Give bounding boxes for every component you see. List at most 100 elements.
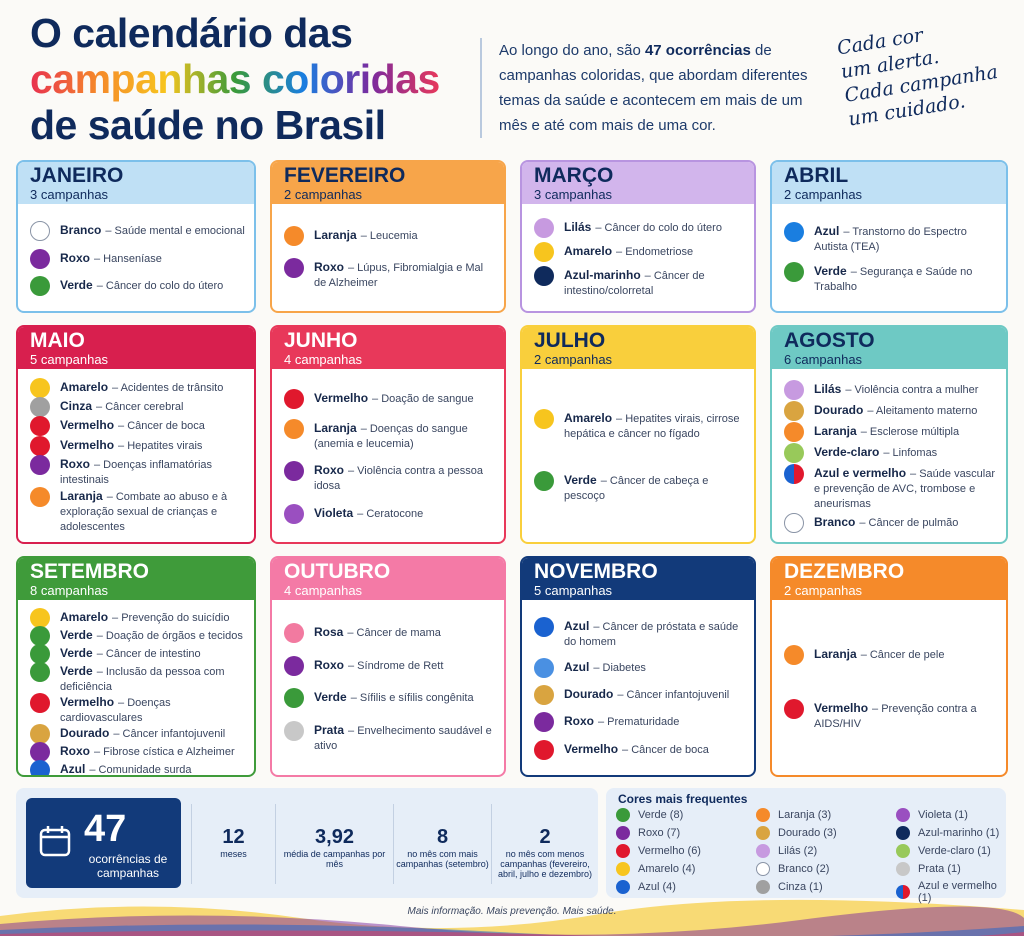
campaign-list: Amarelo – Acidentes de trânsito Cinza – Cân…: [18, 369, 254, 542]
campaign-topic: – Prevenção contra a AIDS/HIV: [814, 703, 977, 731]
campaign: Amarelo – Hepatites virais, cirrose hepát…: [534, 408, 746, 442]
month-header: AGOSTO 6 campanhas: [772, 327, 1006, 369]
color-name: Violeta: [314, 506, 354, 521]
campaign-topic: – Doenças inflamatórias intestinais: [60, 458, 213, 486]
stat-label: no mês com menos campanhas (fevereiro, a…: [497, 849, 593, 879]
month-card: MAIO 5 campanhas Amarelo – Acidentes de trâ…: [16, 325, 256, 544]
campaign-list: Amarelo – Hepatites virais, cirrose hepát…: [522, 369, 754, 542]
campaign: Vermelho – Câncer de boca: [534, 739, 746, 760]
color-name: Roxo: [564, 714, 594, 729]
color-dot: [784, 699, 804, 720]
campaign-count: 8 campanhas: [30, 583, 109, 598]
color-dot: [784, 401, 804, 421]
footer: Mais informação. Mais prevenção. Mais sa…: [407, 906, 617, 917]
frequent-label: Cinza (1): [778, 881, 823, 893]
total-box: 47 ocorrências de campanhas: [26, 798, 181, 888]
campaign-topic: – Câncer do colo do útero: [595, 222, 722, 234]
campaign-text: Roxo – Fibrose cística e Alzheimer: [60, 744, 235, 760]
campaign-text: Verde – Doação de órgãos e tecidos: [60, 628, 243, 644]
color-dot: [756, 862, 770, 876]
campaign-topic: – Câncer cerebral: [96, 401, 184, 414]
title-line: O calendário das: [30, 10, 353, 56]
campaign-text: Azul – Comunidade surda: [60, 762, 192, 776]
frequent-label: Laranja (3): [778, 809, 832, 821]
campaign-topic: – Lúpus, Fibromialgia e Mal de Alzheimer: [314, 262, 484, 289]
color-dot: [284, 226, 304, 246]
intro-text: Ao longo do ano, são: [499, 42, 645, 59]
color-dot: [30, 742, 50, 762]
frequent-label: Azul (4): [638, 881, 676, 893]
campaign-topic: – Ceratocone: [357, 508, 424, 521]
month-card: FEVEREIRO 2 campanhas Laranja – Leucemia Rox…: [270, 160, 506, 313]
color-name: Laranja: [314, 228, 357, 242]
color-name: Dourado: [814, 403, 864, 417]
color-name: Vermelho: [60, 695, 115, 709]
month-header: MARÇO 3 campanhas: [522, 162, 754, 204]
color-name: Laranja: [314, 420, 357, 435]
campaign: Vermelho – Doenças cardiovasculares: [30, 693, 246, 726]
campaign: Roxo – Hanseníase: [30, 248, 246, 269]
frequent-label: Amarelo (4): [638, 863, 696, 875]
campaign: Laranja – Câncer de pele: [784, 644, 998, 665]
campaign-text: Laranja – Câncer de pele: [814, 647, 944, 663]
frequent-title: Cores mais frequentes: [618, 792, 748, 806]
frequent-color: Amarelo (4): [616, 862, 695, 876]
campaign-text: Vermelho – Câncer de boca: [60, 418, 205, 434]
stat-label: média de campanhas por mês: [283, 849, 386, 869]
campaign: Laranja – Leucemia: [284, 226, 496, 246]
month-header: JUNHO 4 campanhas: [272, 327, 504, 369]
campaign-topic: – Hanseníase: [94, 252, 162, 265]
color-dot: [534, 471, 554, 492]
campaign: Azul – Diabetes: [534, 657, 746, 678]
stat: 2 no mês com menos campanhas (fevereiro, …: [491, 804, 598, 884]
month-name: SETEMBRO: [30, 560, 150, 583]
campaign-list: Azul – Câncer de próstata e saúde do home…: [522, 600, 754, 775]
campaign-text: Amarelo – Endometriose: [564, 244, 693, 260]
color-dot: [284, 655, 304, 676]
color-dot: [30, 608, 50, 628]
month-name: OUTUBRO: [284, 560, 391, 583]
frequent-color: Dourado (3): [756, 826, 837, 840]
frequent-color: Branco (2): [756, 862, 829, 876]
total-label: ocorrências de campanhas: [88, 852, 168, 880]
campaign-text: Azul e vermelho – Saúde vascular e preven…: [814, 466, 998, 512]
frequent-color: Verde (8): [616, 808, 683, 822]
color-name: Laranja: [814, 646, 857, 661]
color-dot: [616, 880, 630, 894]
color-name: Azul: [814, 223, 840, 238]
campaign-text: Laranja – Esclerose múltipla: [814, 424, 959, 440]
color-dot: [534, 408, 554, 429]
month-name: NOVEMBRO: [534, 560, 658, 583]
campaign-text: Azul – Câncer de próstata e saúde do home…: [564, 619, 746, 650]
frequent-label: Vermelho (6): [638, 845, 701, 857]
campaign-count: 5 campanhas: [30, 352, 109, 367]
stat: 3,92 média de campanhas por mês: [275, 804, 393, 884]
campaign-topic: – Prematuridade: [598, 716, 680, 729]
stat-value: 3,92: [315, 826, 354, 848]
campaign-topic: – Câncer de intestino/colorretal: [564, 270, 705, 297]
campaign-topic: – Esclerose múltipla: [860, 426, 960, 438]
campaign: Roxo – Lúpus, Fibromialgia e Mal de Alzhe…: [284, 258, 496, 291]
campaign-topic: – Hepatites virais, cirrose hepática e c…: [564, 412, 740, 440]
frequent-label: Verde-claro (1): [918, 845, 991, 857]
campaign-text: Roxo – Lúpus, Fibromialgia e Mal de Alzhe…: [314, 260, 496, 291]
color-name: Cinza: [60, 399, 93, 414]
campaign: Rosa – Câncer de mama: [284, 622, 496, 643]
color-dot: [784, 513, 804, 533]
campaign-text: Rosa – Câncer de mama: [314, 625, 441, 641]
month-name: MARÇO: [534, 164, 614, 187]
campaign-topic: – Linfomas: [883, 447, 938, 459]
campaign-topic: – Inclusão da pessoa com deficiência: [60, 666, 225, 693]
campaign-topic: – Comunidade surda: [89, 764, 192, 776]
campaign: Dourado – Câncer infantojuvenil: [534, 684, 746, 705]
month-card: SETEMBRO 8 campanhas Amarelo – Prevenção do…: [16, 556, 256, 777]
month-card: JANEIRO 3 campanhas Branco – Saúde mental e…: [16, 160, 256, 313]
campaign-topic: – Doação de órgãos e tecidos: [96, 630, 243, 642]
campaign-list: Azul – Transtorno do Espectro Autista (TE…: [772, 204, 1006, 311]
campaign: Azul – Transtorno do Espectro Autista (TE…: [784, 221, 998, 255]
campaign-text: Verde – Câncer de intestino: [60, 646, 201, 662]
color-dot: [534, 266, 554, 286]
campaign-topic: – Câncer de boca: [118, 420, 205, 433]
color-name: Branco: [60, 223, 102, 238]
campaign: Vermelho – Doação de sangue: [284, 388, 496, 409]
